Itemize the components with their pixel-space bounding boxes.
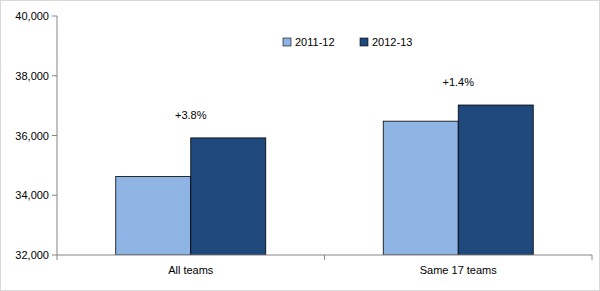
chart: 32,000 34,000 36,000 38,000 40,000 All teams S… [0,0,600,291]
y-tick [52,75,57,76]
x-tick [57,255,58,260]
legend-swatch [360,38,368,46]
legend-label: 2012-13 [372,36,412,48]
legend: 2011-12 2012-13 [283,36,412,48]
x-tick [592,255,593,260]
y-tick-label: 34,000 [15,189,49,201]
y-tick-label: 32,000 [15,249,49,261]
annotation: +1.4% [443,76,475,88]
y-tick [52,255,57,256]
bar [458,105,533,255]
y-tick-label: 36,000 [15,130,49,142]
x-tick-label: All teams [168,264,214,276]
bar [191,138,266,255]
annotation: +3.8% [175,109,207,121]
y-tick [52,16,57,17]
y-tick [52,135,57,136]
y-tick [52,195,57,196]
legend-swatch [283,38,291,46]
y-tick-label: 40,000 [15,10,49,22]
bar [116,176,191,255]
bars [116,105,534,255]
x-tick [324,255,325,260]
legend-label: 2011-12 [295,36,335,48]
chart-border [1,1,600,291]
bar [383,121,458,255]
x-tick-label: Same 17 teams [420,264,498,276]
y-tick-label: 38,000 [15,70,49,82]
y-axis [57,16,58,255]
